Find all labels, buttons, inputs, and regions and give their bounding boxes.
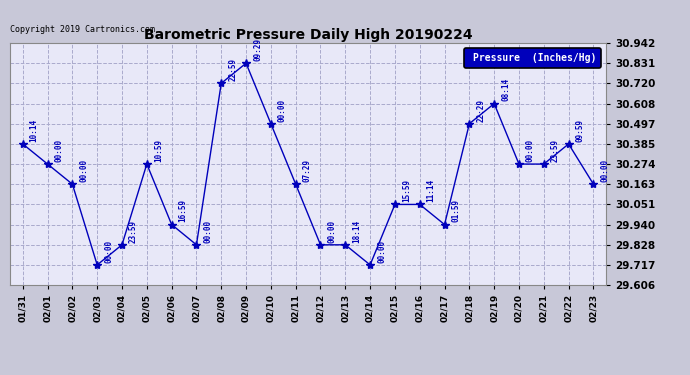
Text: 11:14: 11:14 (426, 179, 435, 202)
Text: 00:00: 00:00 (328, 219, 337, 243)
Text: 23:59: 23:59 (551, 139, 560, 162)
Text: 09:29: 09:29 (253, 38, 262, 61)
Text: 22:29: 22:29 (476, 98, 485, 122)
Text: 22:59: 22:59 (228, 58, 237, 81)
Text: 08:14: 08:14 (501, 78, 510, 101)
Text: 10:14: 10:14 (30, 118, 39, 142)
Legend: Pressure  (Inches/Hg): Pressure (Inches/Hg) (464, 48, 601, 68)
Text: 00:00: 00:00 (55, 139, 63, 162)
Text: 09:59: 09:59 (575, 118, 584, 142)
Text: 01:59: 01:59 (451, 199, 460, 222)
Text: 00:00: 00:00 (526, 139, 535, 162)
Text: 00:00: 00:00 (278, 98, 287, 122)
Text: 00:00: 00:00 (600, 159, 609, 182)
Text: 16:59: 16:59 (179, 199, 188, 222)
Text: 00:00: 00:00 (204, 219, 213, 243)
Title: Barometric Pressure Daily High 20190224: Barometric Pressure Daily High 20190224 (144, 28, 473, 42)
Text: Copyright 2019 Cartronics.com: Copyright 2019 Cartronics.com (10, 25, 155, 34)
Text: 07:29: 07:29 (303, 159, 312, 182)
Text: 00:00: 00:00 (79, 159, 88, 182)
Text: 10:59: 10:59 (154, 139, 163, 162)
Text: 23:59: 23:59 (129, 219, 138, 243)
Text: 00:00: 00:00 (104, 240, 113, 263)
Text: 15:59: 15:59 (402, 179, 411, 202)
Text: 18:14: 18:14 (353, 219, 362, 243)
Text: 00:00: 00:00 (377, 240, 386, 263)
